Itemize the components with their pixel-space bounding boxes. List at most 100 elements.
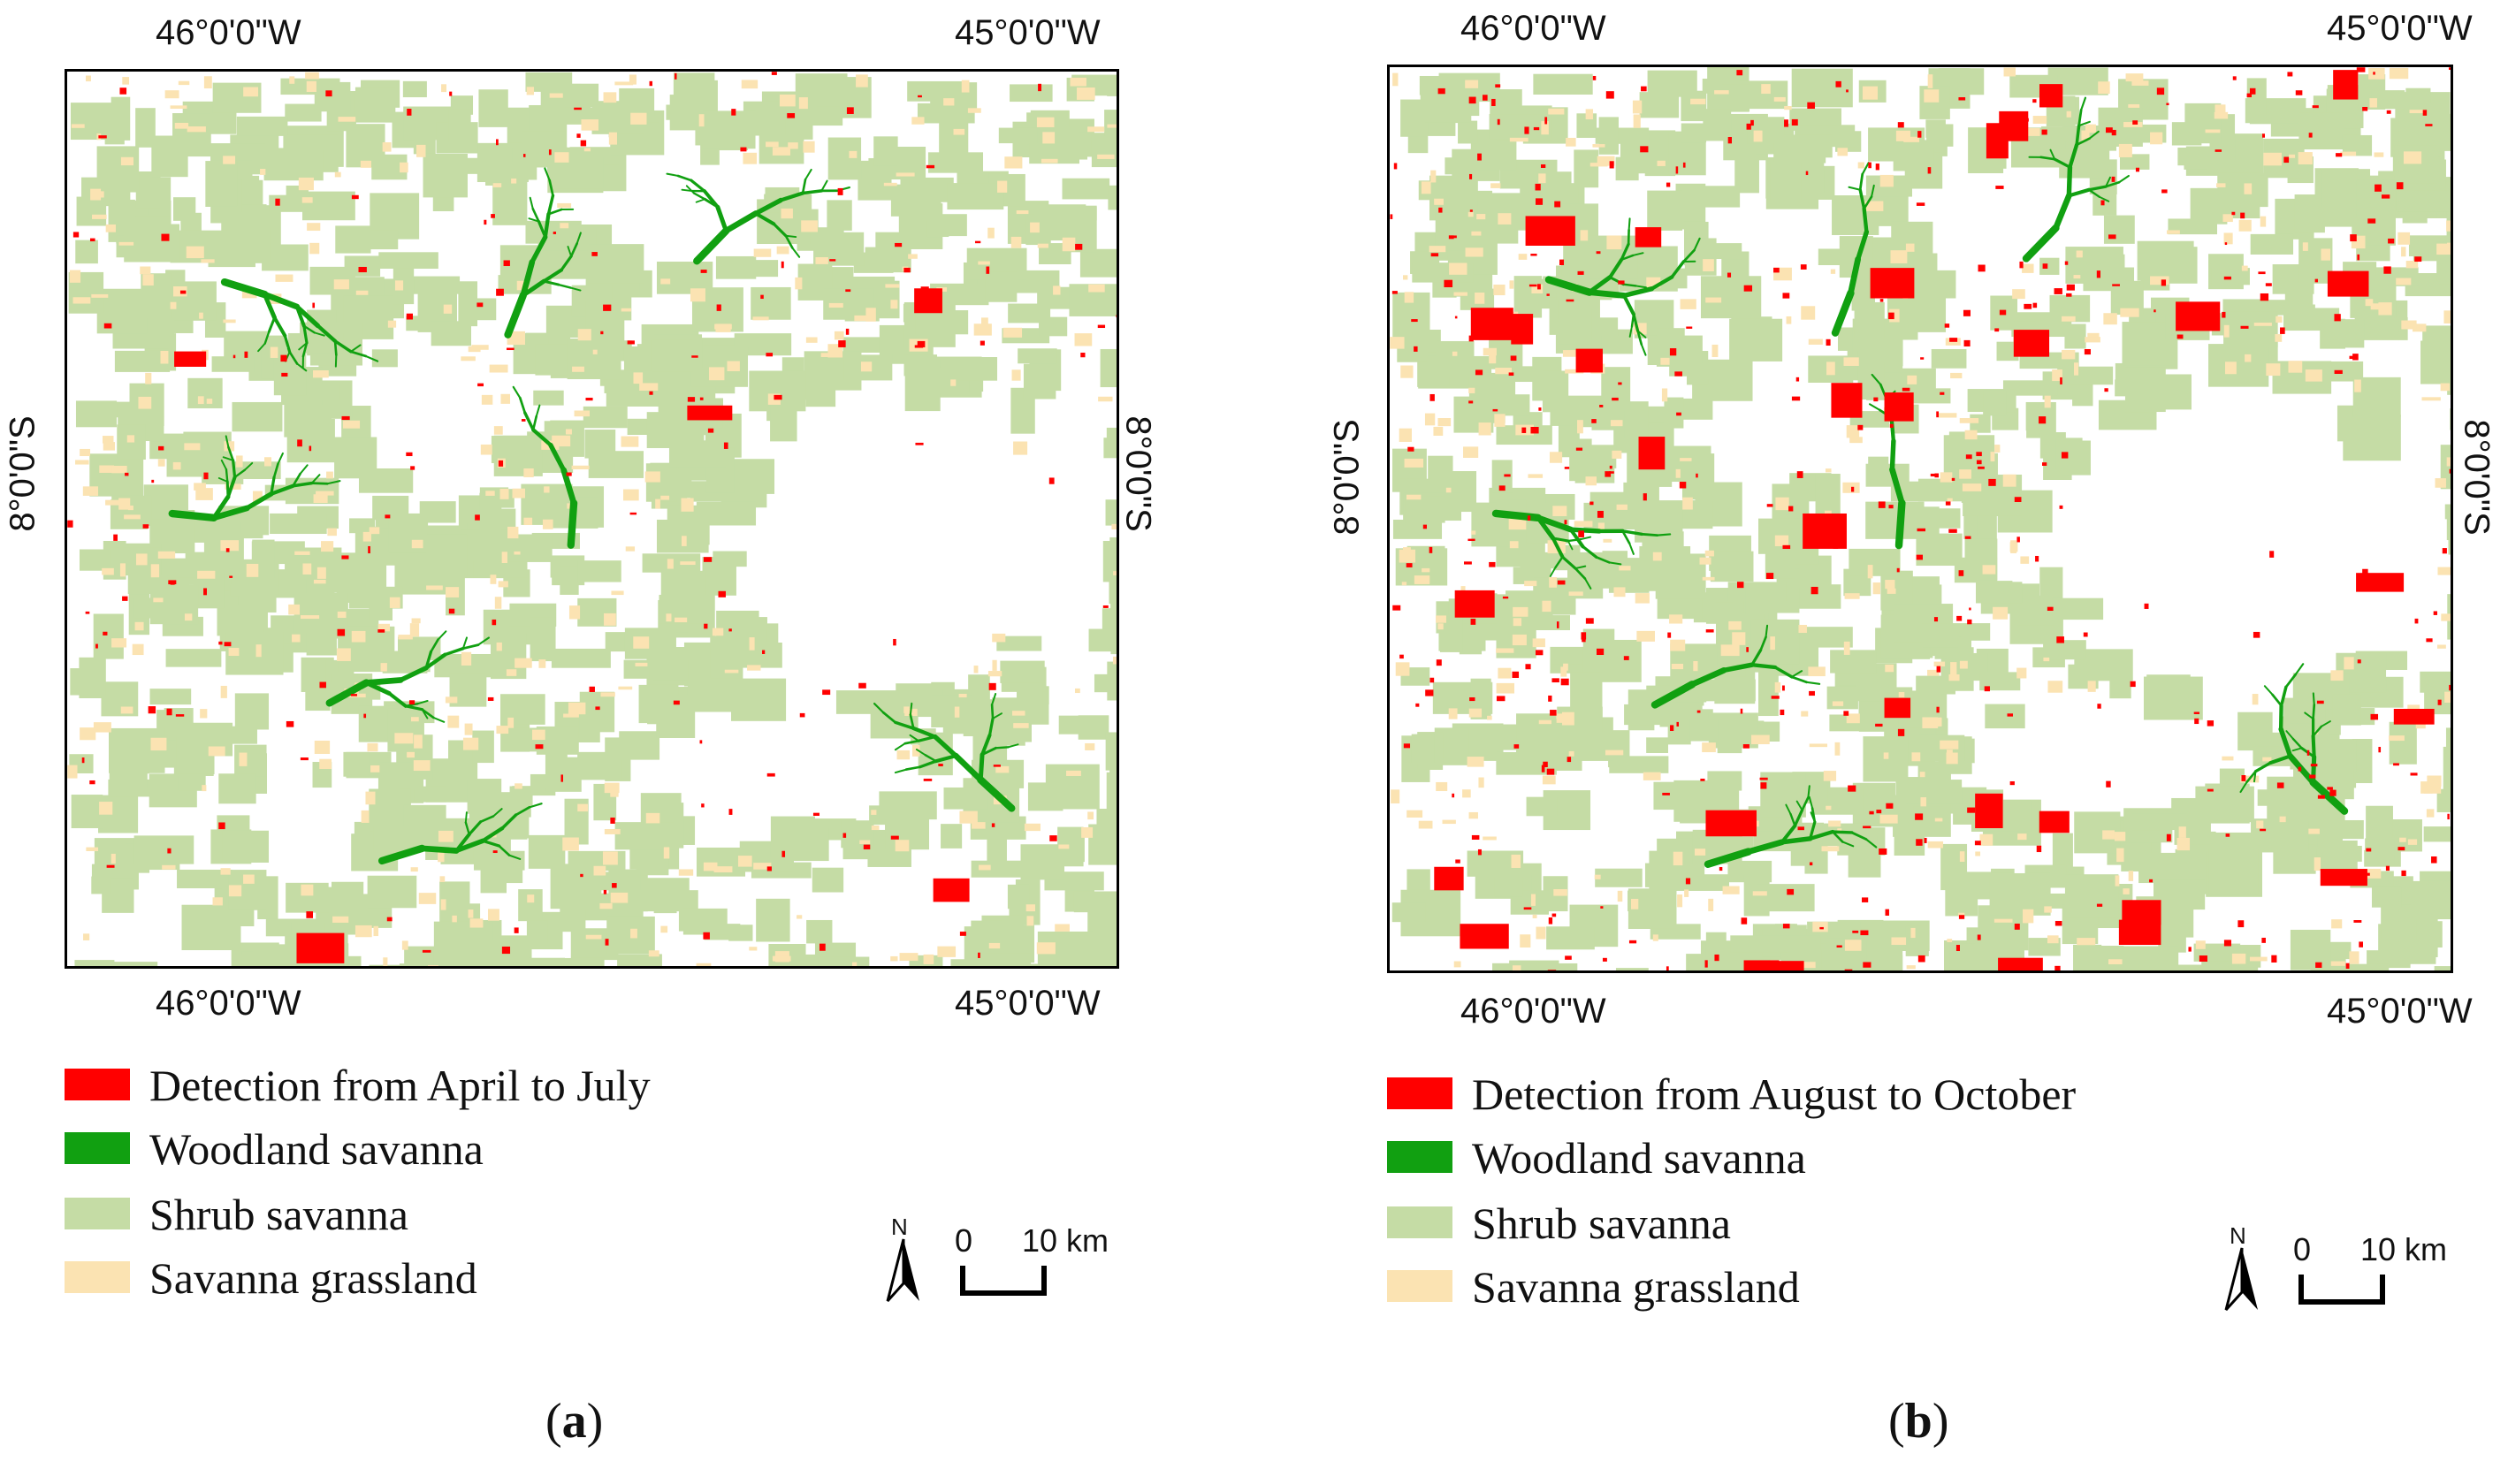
detection-patch — [2112, 284, 2120, 286]
woodland-branch — [1745, 839, 1786, 855]
shrub-patch — [2334, 963, 2390, 970]
grassland-patch — [644, 471, 660, 483]
grassland-patch — [2288, 361, 2303, 373]
shrub-patch — [1520, 552, 1564, 569]
woodland-branch — [210, 505, 250, 521]
woodland-branch — [1780, 836, 1813, 845]
woodland-branch — [2309, 778, 2349, 815]
north-arrow-icon — [886, 1238, 919, 1303]
coord-top-right: 45°0'0"W — [2327, 9, 2473, 48]
grassland-patch — [515, 783, 522, 789]
detection-patch — [1965, 454, 1972, 460]
shrub-patch — [2123, 946, 2179, 970]
grassland-patch — [1560, 666, 1567, 677]
grassland-patch — [338, 117, 356, 122]
grassland-patch — [1496, 682, 1514, 694]
detection-patch — [1791, 396, 1801, 401]
grassland-patch — [1887, 588, 1896, 594]
grassland-patch — [2150, 132, 2163, 145]
grassland-patch — [2123, 122, 2143, 127]
detection-patch — [1544, 117, 1548, 125]
detection-patch — [766, 353, 774, 357]
map-b — [1387, 65, 2453, 973]
grassland-patch — [2401, 320, 2417, 330]
grassland-patch — [1495, 368, 1512, 375]
shrub-patch — [551, 648, 611, 668]
grassland-patch — [452, 915, 457, 923]
grassland-patch — [568, 702, 586, 715]
detection-patch — [1888, 505, 1894, 509]
woodland-branch — [1551, 537, 1570, 543]
grassland-patch — [943, 98, 955, 106]
grassland-patch — [1074, 688, 1080, 694]
grassland-patch — [544, 486, 550, 493]
grassland-patch — [1927, 74, 1933, 88]
grassland-patch — [438, 849, 445, 863]
woodland-branch — [301, 341, 309, 358]
shrub-patch — [1646, 737, 1668, 753]
detection-patch — [863, 844, 871, 849]
detection-patch — [574, 107, 582, 110]
shrub-patch — [1970, 414, 1991, 433]
shrub-patch — [651, 339, 694, 372]
shrub-patch — [93, 613, 124, 659]
detection-patch — [2042, 462, 2047, 467]
detection-patch — [2108, 234, 2116, 240]
shrub-patch — [1108, 185, 1117, 210]
grassland-patch — [494, 597, 502, 609]
detection-patch — [2106, 780, 2111, 788]
woodland-branch — [544, 167, 551, 182]
shrub-patch — [406, 316, 431, 331]
detection-patch — [1527, 515, 1531, 521]
grassland-patch — [102, 567, 114, 575]
woodland-branch — [692, 192, 706, 201]
detection-patch — [2066, 284, 2075, 291]
grassland-patch — [489, 364, 508, 373]
detection-patch — [119, 88, 127, 95]
detection-patch — [1643, 493, 1647, 501]
grassland-patch — [2123, 888, 2130, 894]
grassland-patch — [614, 81, 634, 86]
detection-patch — [1884, 392, 1914, 422]
detection-patch — [1803, 513, 1847, 549]
detection-patch — [341, 415, 350, 421]
grassland-patch — [772, 955, 791, 962]
woodland-branch — [1568, 528, 1585, 549]
grassland-patch — [186, 246, 204, 259]
grassland-patch — [2396, 278, 2412, 285]
woodland-branch — [1583, 577, 1592, 590]
grassland-patch — [124, 514, 141, 520]
detection-patch — [2036, 845, 2042, 853]
grassland-patch — [608, 132, 617, 145]
grassland-patch — [2047, 681, 2063, 693]
detection-patch — [1682, 162, 1686, 168]
grassland-patch — [2256, 820, 2264, 829]
detection-patch — [1422, 524, 1427, 529]
detection-patch — [1741, 917, 1748, 925]
detection-patch — [341, 555, 349, 559]
detection-patch — [812, 812, 819, 816]
woodland-branch — [267, 316, 277, 333]
woodland-branch — [548, 442, 567, 473]
shrub-patch — [1931, 348, 1967, 369]
grassland-patch — [418, 893, 437, 904]
detection-patch — [1471, 834, 1480, 840]
detection-patch — [1975, 793, 2003, 829]
woodland-branch — [1567, 540, 1574, 551]
grassland-patch — [621, 436, 639, 447]
woodland-branch — [904, 765, 921, 771]
woodland-branch — [1790, 670, 1803, 678]
shrub-patch — [1703, 109, 1732, 141]
grassland-patch — [890, 955, 898, 962]
grassland-patch — [1808, 339, 1823, 345]
woodland-branch — [1636, 330, 1647, 339]
grassland-patch — [446, 587, 460, 597]
shrub-patch — [1023, 963, 1053, 966]
woodland-branch — [1889, 466, 1905, 506]
shrub-patch — [1707, 771, 1742, 791]
detection-patch — [959, 932, 966, 936]
grassland-patch — [859, 840, 871, 845]
detection-patch — [406, 313, 413, 320]
detection-patch — [1080, 353, 1086, 358]
grassland-patch — [1462, 789, 1471, 798]
